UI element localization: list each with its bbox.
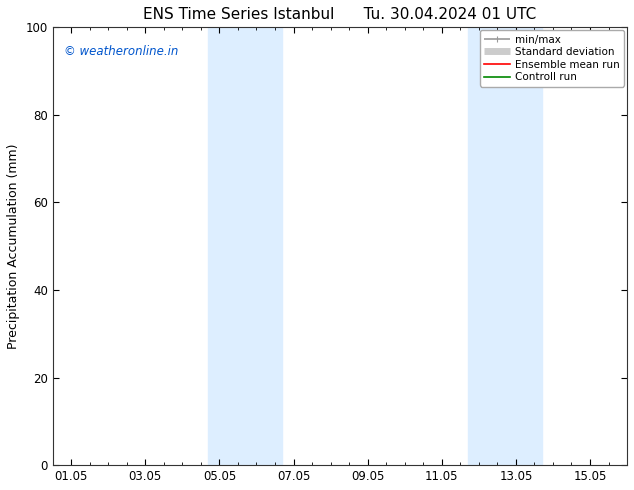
Legend: min/max, Standard deviation, Ensemble mean run, Controll run: min/max, Standard deviation, Ensemble me…: [479, 30, 624, 87]
Bar: [468, 27, 542, 465]
Y-axis label: Precipitation Accumulation (mm): Precipitation Accumulation (mm): [7, 144, 20, 349]
Bar: [208, 27, 282, 465]
Title: ENS Time Series Istanbul      Tu. 30.04.2024 01 UTC: ENS Time Series Istanbul Tu. 30.04.2024 …: [143, 7, 536, 22]
Text: © weatheronline.in: © weatheronline.in: [64, 45, 179, 58]
